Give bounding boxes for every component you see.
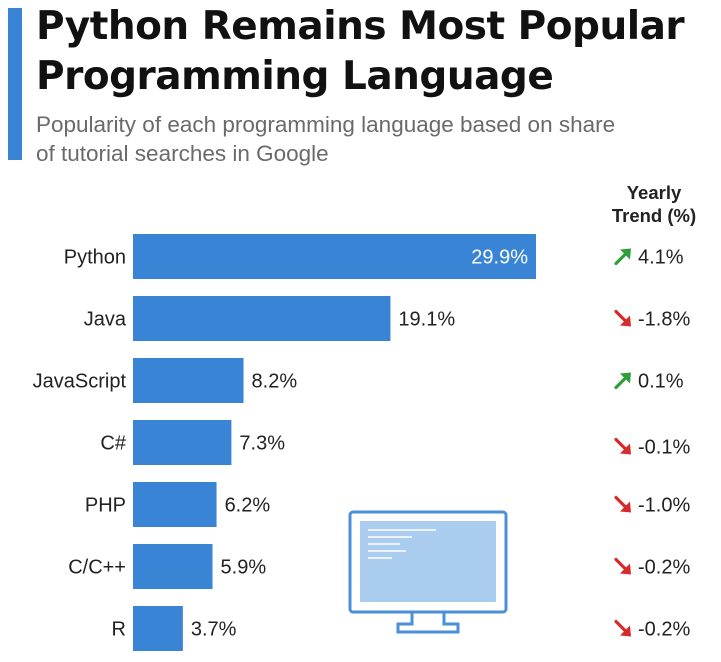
bar-c: [133, 420, 232, 465]
category-label-php: PHP: [85, 495, 126, 517]
value-label-python: 29.9%: [471, 247, 528, 269]
trend-value-r: -0.2%: [638, 619, 690, 641]
category-label-r: R: [112, 619, 126, 641]
trend-value-c: -0.1%: [638, 437, 690, 459]
trends-group: 4.1% -1.8% 0.1% -0.1% -1.0% -0.2% -0.2%: [614, 247, 690, 641]
trend-value-c-c: -0.2%: [638, 557, 690, 579]
arrow-up-right-icon: [614, 248, 631, 266]
value-label-c: 7.3%: [239, 433, 285, 455]
title-line-2: Programming Language: [36, 54, 554, 99]
trend-column-header: Yearly Trend (%): [596, 181, 712, 227]
trend-value-javascript: 0.1%: [638, 371, 684, 393]
bar-php: [133, 482, 217, 527]
bar-python: [133, 234, 536, 279]
trend-value-python: 4.1%: [638, 247, 684, 269]
page-title: Python Remains Most Popular Programming …: [36, 2, 716, 102]
computer-monitor-icon: [348, 510, 508, 634]
value-label-java: 19.1%: [398, 309, 455, 331]
value-label-javascript: 8.2%: [252, 371, 298, 393]
value-label-r: 3.7%: [191, 619, 237, 641]
arrow-down-right-icon: [614, 495, 631, 513]
title-line-1: Python Remains Most Popular: [36, 4, 685, 49]
trend-header-line-2: Trend (%): [611, 205, 697, 226]
arrow-down-right-icon: [614, 437, 631, 455]
category-label-javascript: JavaScript: [33, 371, 127, 393]
category-label-c: C#: [100, 433, 126, 455]
trend-value-php: -1.0%: [638, 495, 690, 517]
bar-c-c: [133, 544, 213, 589]
trend-header-line-1: Yearly: [626, 182, 682, 203]
subtitle-line-1: Popularity of each programming language …: [36, 112, 616, 137]
value-label-c-c: 5.9%: [221, 557, 267, 579]
value-label-php: 6.2%: [225, 495, 271, 517]
arrow-up-right-icon: [614, 372, 631, 390]
bar-java: [133, 296, 391, 341]
page-subtitle: Popularity of each programming language …: [36, 110, 706, 168]
category-label-java: Java: [84, 309, 127, 331]
arrow-down-right-icon: [614, 309, 631, 327]
arrow-down-right-icon: [614, 557, 631, 575]
bar-javascript: [133, 358, 244, 403]
arrow-down-right-icon: [614, 619, 631, 637]
subtitle-line-2: of tutorial searches in Google: [36, 141, 329, 166]
accent-bar: [8, 8, 22, 160]
trend-value-java: -1.8%: [638, 309, 690, 331]
bar-r: [133, 606, 183, 651]
category-label-c-c: C/C++: [68, 557, 126, 579]
bars-group: Python 29.9% Java 19.1% JavaScript 8.2% C# 7.3%…: [33, 234, 536, 651]
category-label-python: Python: [64, 247, 126, 269]
